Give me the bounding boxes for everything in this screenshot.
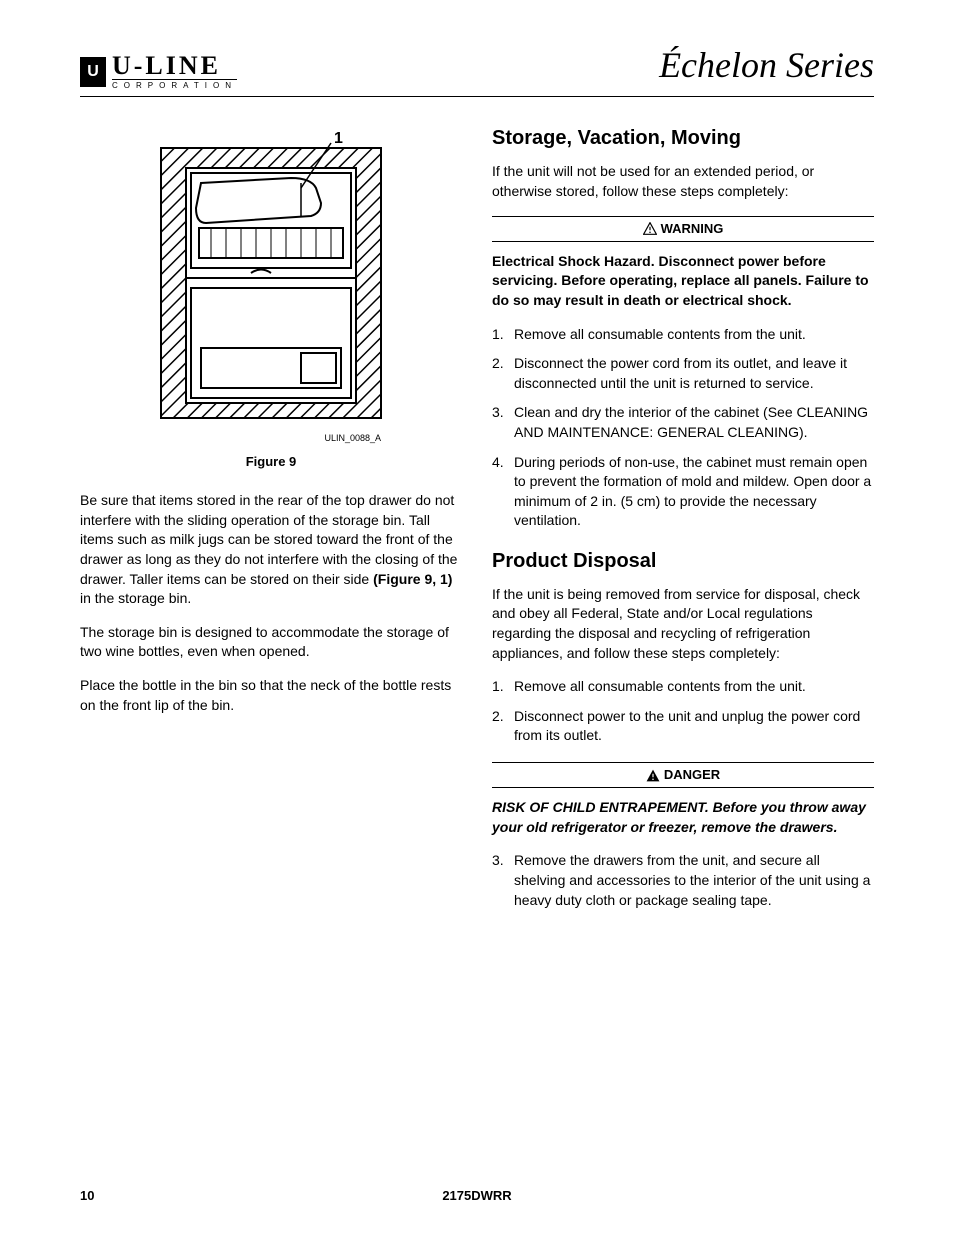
logo-sub-text: CORPORATION — [112, 79, 237, 90]
logo-main-text: U-LINE — [112, 53, 237, 79]
page-number: 10 — [80, 1187, 94, 1205]
left-para-1b: in the storage bin. — [80, 590, 191, 606]
left-para-3: Place the bottle in the bin so that the … — [80, 676, 462, 715]
disposal-steps-b: Remove the drawers from the unit, and se… — [492, 851, 874, 910]
left-para-2: The storage bin is designed to accommoda… — [80, 623, 462, 662]
model-number: 2175DWRR — [94, 1187, 859, 1205]
danger-triangle-icon — [646, 769, 660, 782]
warning-label: WARNING — [661, 220, 724, 238]
disposal-intro: If the unit is being removed from servic… — [492, 585, 874, 663]
storage-steps: Remove all consumable contents from the … — [492, 325, 874, 531]
warning-block: WARNING Electrical Shock Hazard. Disconn… — [492, 216, 874, 311]
figure-reference: (Figure 9, 1) — [373, 571, 452, 587]
figure-caption: Figure 9 — [80, 453, 462, 471]
danger-block: DANGER RISK OF CHILD ENTRAPEMENT. Before… — [492, 762, 874, 837]
list-item: Disconnect the power cord from its outle… — [492, 354, 874, 393]
figure-callout-number: 1 — [334, 130, 343, 147]
disposal-steps-a: Remove all consumable contents from the … — [492, 677, 874, 746]
list-item: Remove all consumable contents from the … — [492, 325, 874, 345]
list-item: Remove the drawers from the unit, and se… — [492, 851, 874, 910]
warning-body: Electrical Shock Hazard. Disconnect powe… — [492, 252, 874, 311]
logo-mark-icon: U — [80, 57, 106, 87]
storage-title: Storage, Vacation, Moving — [492, 124, 874, 152]
danger-label: DANGER — [664, 766, 720, 784]
danger-body: RISK OF CHILD ENTRAPEMENT. Before you th… — [492, 798, 874, 837]
storage-intro: If the unit will not be used for an exte… — [492, 162, 874, 201]
figure-9-illustration: 1 — [151, 128, 391, 428]
list-item: During periods of non-use, the cabinet m… — [492, 453, 874, 531]
warning-header: WARNING — [492, 216, 874, 242]
list-item: Clean and dry the interior of the cabine… — [492, 403, 874, 442]
page-footer: 10 2175DWRR 10 — [80, 1187, 874, 1205]
danger-header: DANGER — [492, 762, 874, 788]
disposal-title: Product Disposal — [492, 547, 874, 575]
figure-code: ULIN_0088_A — [151, 432, 391, 445]
list-item: Disconnect power to the unit and unplug … — [492, 707, 874, 746]
right-column: Storage, Vacation, Moving If the unit wi… — [492, 122, 874, 926]
warning-triangle-icon — [643, 222, 657, 235]
content-columns: 1 ULIN_0088_A Figure 9 Be sure that item… — [80, 122, 874, 926]
figure-9: 1 ULIN_0088_A — [151, 122, 391, 445]
left-column: 1 ULIN_0088_A Figure 9 Be sure that item… — [80, 122, 462, 926]
list-item: Remove all consumable contents from the … — [492, 677, 874, 697]
logo-text: U-LINE CORPORATION — [112, 53, 237, 90]
series-title: Échelon Series — [659, 40, 874, 90]
left-para-1: Be sure that items stored in the rear of… — [80, 491, 462, 609]
brand-logo: U U-LINE CORPORATION — [80, 53, 237, 90]
page-header: U U-LINE CORPORATION Échelon Series — [80, 40, 874, 97]
